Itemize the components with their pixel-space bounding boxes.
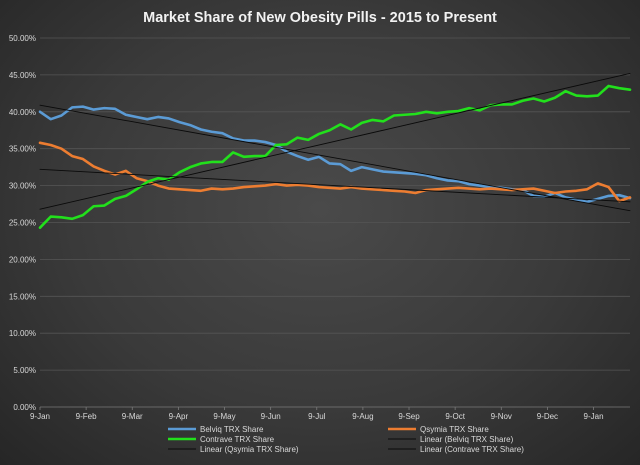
legend-label: Linear (Contrave TRX Share) xyxy=(420,445,524,454)
series-line-1 xyxy=(38,141,632,203)
series-line-3 xyxy=(39,104,631,212)
legend-item: Qsymia TRX Share xyxy=(388,425,489,434)
legend-label: Linear (Qsymia TRX Share) xyxy=(200,445,299,454)
x-tick-label: 9-Jan xyxy=(584,412,604,421)
x-tick-label: 9-Aug xyxy=(352,412,373,421)
y-tick-label: 40.00% xyxy=(9,108,36,117)
x-tick-label: 9-May xyxy=(213,412,235,421)
y-tick-label: 20.00% xyxy=(9,255,36,264)
legend-item: Linear (Qsymia TRX Share) xyxy=(168,445,299,454)
legend-label: Contrave TRX Share xyxy=(200,435,275,444)
legend: Belviq TRX Share Qsymia TRX Share Contrave… xyxy=(168,425,524,454)
y-tick-label: 50.00% xyxy=(9,34,36,43)
y-tick-label: 10.00% xyxy=(9,329,36,338)
series-lines xyxy=(38,72,632,229)
y-tick-label: 25.00% xyxy=(9,219,36,228)
axes: 0.00% 5.00% 10.00% 15.00% 20.00% 25.00% 30.00%… xyxy=(9,34,604,421)
x-tick-label: 9-Mar xyxy=(122,412,143,421)
legend-label: Belviq TRX Share xyxy=(200,425,264,434)
gridlines xyxy=(40,37,630,408)
chart-title: Market Share of New Obesity Pills - 2015… xyxy=(143,10,497,26)
x-tick-label: 9-Jun xyxy=(261,412,281,421)
x-tick-label: 9-Apr xyxy=(169,412,189,421)
y-tick-label: 45.00% xyxy=(9,71,36,80)
legend-label: Qsymia TRX Share xyxy=(420,425,489,434)
series-line-5 xyxy=(39,72,631,210)
x-tick-label: 9-Sep xyxy=(398,412,420,421)
y-tick-label: 30.00% xyxy=(9,182,36,191)
x-tick-label: 9-Feb xyxy=(76,412,97,421)
series-line-2 xyxy=(38,84,632,229)
y-tick-label: 0.00% xyxy=(13,403,36,412)
series-line-4 xyxy=(39,168,631,203)
x-tick-label: 9-Jul xyxy=(308,412,326,421)
x-tick-label: 9-Jan xyxy=(30,412,50,421)
legend-label: Linear (Belviq TRX Share) xyxy=(420,435,514,444)
x-tick-label: 9-Oct xyxy=(445,412,465,421)
legend-item: Contrave TRX Share xyxy=(168,435,275,444)
x-tick-label: 9-Nov xyxy=(491,412,512,421)
series-line-0 xyxy=(38,105,632,204)
y-tick-label: 15.00% xyxy=(9,292,36,301)
legend-item: Belviq TRX Share xyxy=(168,425,264,434)
y-tick-label: 5.00% xyxy=(13,366,36,375)
legend-item: Linear (Belviq TRX Share) xyxy=(388,435,514,444)
legend-item: Linear (Contrave TRX Share) xyxy=(388,445,524,454)
y-tick-label: 35.00% xyxy=(9,145,36,154)
x-tick-label: 9-Dec xyxy=(537,412,558,421)
